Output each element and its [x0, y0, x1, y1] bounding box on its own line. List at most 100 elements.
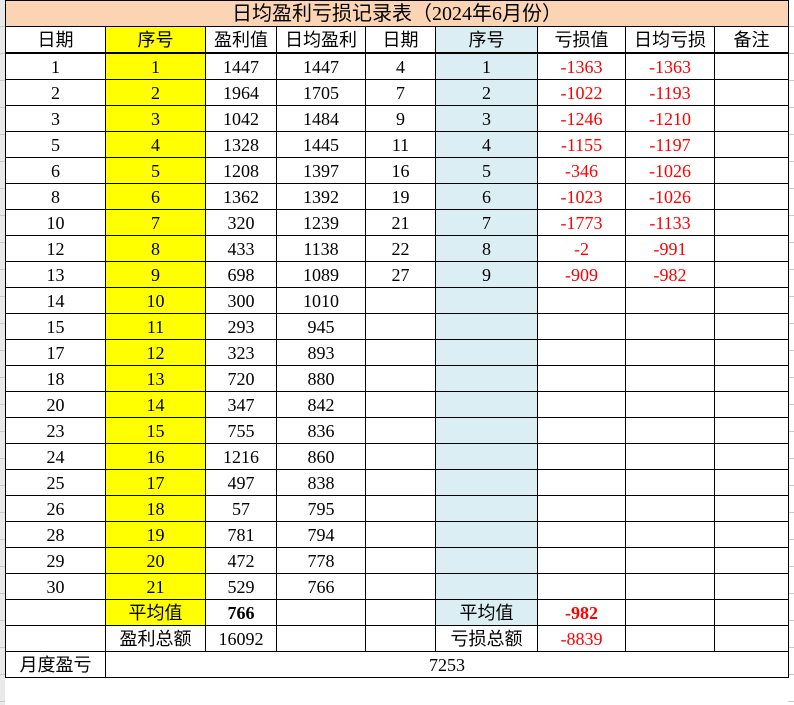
empty-cell[interactable]	[713, 625, 790, 652]
loss-date-cell[interactable]: 27	[365, 261, 436, 288]
profit-value-cell[interactable]: 497	[205, 469, 277, 496]
avg-profit-cell[interactable]: 1445	[276, 131, 366, 158]
avg-loss-label[interactable]: 平均值	[435, 599, 538, 626]
total-loss-value[interactable]: -8839	[537, 625, 626, 652]
avg-loss-cell[interactable]	[625, 391, 715, 418]
profit-value-cell[interactable]: 1964	[205, 79, 277, 106]
empty-cell[interactable]	[625, 599, 715, 626]
empty-cell[interactable]	[276, 599, 366, 626]
remark-cell[interactable]	[713, 573, 790, 600]
avg-loss-cell[interactable]: -1193	[625, 79, 715, 106]
avg-profit-cell[interactable]: 842	[276, 391, 366, 418]
loss-date-cell[interactable]	[365, 547, 436, 574]
profit-date-cell[interactable]: 25	[5, 469, 106, 496]
loss-seq-cell[interactable]: 2	[435, 79, 538, 106]
profit-date-cell[interactable]: 17	[5, 339, 106, 366]
table-title[interactable]: 日均盈利亏损记录表（2024年6月份）	[4, 0, 790, 27]
profit-date-cell[interactable]: 10	[5, 209, 106, 236]
remark-cell[interactable]	[713, 105, 790, 132]
remark-cell[interactable]	[713, 131, 790, 158]
remark-cell[interactable]	[713, 547, 790, 574]
profit-value-cell[interactable]: 433	[205, 235, 277, 262]
remark-cell[interactable]	[713, 79, 790, 106]
loss-seq-cell[interactable]: 5	[435, 157, 538, 184]
total-loss-label[interactable]: 亏损总额	[435, 625, 538, 652]
profit-date-cell[interactable]: 3	[5, 105, 106, 132]
avg-loss-cell[interactable]: -991	[625, 235, 715, 262]
profit-value-cell[interactable]: 57	[205, 495, 277, 522]
loss-value-cell[interactable]	[537, 443, 626, 470]
profit-date-cell[interactable]: 26	[5, 495, 106, 522]
avg-loss-cell[interactable]	[625, 521, 715, 548]
loss-date-cell[interactable]	[365, 443, 436, 470]
loss-value-cell[interactable]	[537, 313, 626, 340]
empty-cell[interactable]	[5, 599, 106, 626]
loss-date-cell[interactable]: 11	[365, 131, 436, 158]
loss-value-cell[interactable]: -1022	[537, 79, 626, 106]
profit-value-cell[interactable]: 755	[205, 417, 277, 444]
loss-value-cell[interactable]	[537, 365, 626, 392]
profit-seq-cell[interactable]: 2	[105, 79, 206, 106]
loss-seq-cell[interactable]	[435, 365, 538, 392]
profit-seq-cell[interactable]: 13	[105, 365, 206, 392]
profit-date-cell[interactable]: 15	[5, 313, 106, 340]
avg-loss-value[interactable]: -982	[537, 599, 626, 626]
loss-date-cell[interactable]: 9	[365, 105, 436, 132]
avg-loss-cell[interactable]: -1210	[625, 105, 715, 132]
profit-value-cell[interactable]: 529	[205, 573, 277, 600]
loss-date-cell[interactable]: 4	[365, 52, 436, 80]
avg-loss-cell[interactable]: -1363	[625, 52, 715, 80]
loss-seq-cell[interactable]	[435, 417, 538, 444]
loss-date-cell[interactable]: 21	[365, 209, 436, 236]
profit-seq-cell[interactable]: 9	[105, 261, 206, 288]
remark-cell[interactable]	[713, 495, 790, 522]
loss-date-cell[interactable]: 22	[365, 235, 436, 262]
loss-date-cell[interactable]	[365, 573, 436, 600]
loss-date-cell[interactable]: 19	[365, 183, 436, 210]
profit-value-cell[interactable]: 1042	[205, 105, 277, 132]
column-header[interactable]: 盈利值	[205, 26, 277, 54]
loss-date-cell[interactable]	[365, 339, 436, 366]
profit-value-cell[interactable]: 781	[205, 521, 277, 548]
loss-seq-cell[interactable]: 9	[435, 261, 538, 288]
column-header[interactable]: 亏损值	[537, 26, 626, 54]
loss-date-cell[interactable]	[365, 495, 436, 522]
loss-value-cell[interactable]: -1023	[537, 183, 626, 210]
avg-profit-cell[interactable]: 1447	[276, 52, 366, 80]
profit-date-cell[interactable]: 5	[5, 131, 106, 158]
profit-date-cell[interactable]: 20	[5, 391, 106, 418]
avg-profit-cell[interactable]: 1392	[276, 183, 366, 210]
profit-date-cell[interactable]: 8	[5, 183, 106, 210]
profit-seq-cell[interactable]: 20	[105, 547, 206, 574]
avg-profit-cell[interactable]: 1239	[276, 209, 366, 236]
column-header[interactable]: 序号	[435, 26, 538, 54]
loss-seq-cell[interactable]	[435, 443, 538, 470]
loss-seq-cell[interactable]	[435, 469, 538, 496]
avg-profit-cell[interactable]: 1089	[276, 261, 366, 288]
column-header[interactable]: 日均盈利	[276, 26, 366, 54]
avg-profit-cell[interactable]: 836	[276, 417, 366, 444]
avg-loss-cell[interactable]	[625, 469, 715, 496]
avg-profit-cell[interactable]: 794	[276, 521, 366, 548]
avg-loss-cell[interactable]: -982	[625, 261, 715, 288]
loss-value-cell[interactable]: -1773	[537, 209, 626, 236]
avg-loss-cell[interactable]: -1026	[625, 183, 715, 210]
avg-profit-cell[interactable]: 1484	[276, 105, 366, 132]
avg-loss-cell[interactable]	[625, 443, 715, 470]
loss-value-cell[interactable]	[537, 547, 626, 574]
profit-value-cell[interactable]: 472	[205, 547, 277, 574]
remark-cell[interactable]	[713, 469, 790, 496]
loss-seq-cell[interactable]: 3	[435, 105, 538, 132]
avg-profit-cell[interactable]: 766	[276, 573, 366, 600]
empty-cell[interactable]	[276, 625, 366, 652]
profit-date-cell[interactable]: 29	[5, 547, 106, 574]
loss-seq-cell[interactable]	[435, 391, 538, 418]
avg-loss-cell[interactable]	[625, 339, 715, 366]
loss-value-cell[interactable]: -1363	[537, 52, 626, 80]
remark-cell[interactable]	[713, 235, 790, 262]
total-profit-label[interactable]: 盈利总额	[105, 625, 206, 652]
profit-value-cell[interactable]: 1447	[205, 52, 277, 80]
profit-seq-cell[interactable]: 15	[105, 417, 206, 444]
avg-loss-cell[interactable]: -1026	[625, 157, 715, 184]
profit-value-cell[interactable]: 347	[205, 391, 277, 418]
